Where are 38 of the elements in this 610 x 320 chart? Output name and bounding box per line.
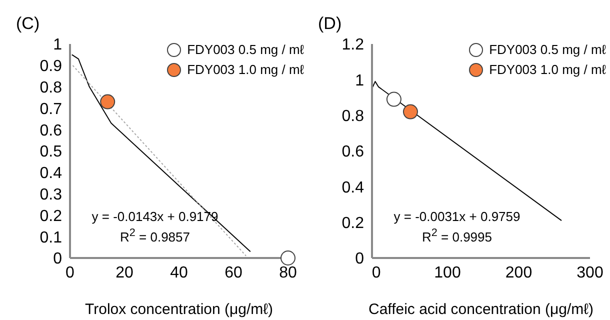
y-tick-label: 0.6 xyxy=(342,144,364,161)
y-tick-label: 0.9 xyxy=(40,58,62,76)
x-tick-label: 200 xyxy=(505,264,532,282)
x-tick-label: 0 xyxy=(372,264,381,282)
x-axis-title: Caffeic acid concentration (μg/mℓ) xyxy=(368,301,594,318)
legend-label: FDY003 1.0 mg / mℓ xyxy=(489,61,606,79)
x-tick-label: 20 xyxy=(116,264,134,282)
chart-title: (D) xyxy=(318,14,342,34)
legend-label: FDY003 0.5 mg / mℓ xyxy=(489,41,606,59)
y-tick-label: 0.6 xyxy=(40,122,62,140)
legend-label: FDY003 1.0 mg / mℓ xyxy=(187,61,304,79)
y-tick-label: 0.8 xyxy=(40,79,62,96)
x-axis-title: Trolox concentration (μg/mℓ) xyxy=(85,301,274,318)
x-tick-label: 0 xyxy=(66,264,75,282)
y-tick-label: 0.2 xyxy=(40,208,62,225)
annotation: R$^{2}$ = 0.9995 xyxy=(421,226,493,246)
y-tick-label: 1 xyxy=(355,72,364,90)
chart-title: (C) xyxy=(16,14,40,34)
x-tick-label: 60 xyxy=(224,264,242,282)
y-tick-label: 0 xyxy=(53,250,62,268)
y-tick-label: 0 xyxy=(355,250,364,268)
y-tick-label: 1 xyxy=(53,36,62,54)
legend-label: FDY003 0.5 mg / mℓ xyxy=(187,41,304,59)
y-tick-label: 0.1 xyxy=(40,229,62,246)
y-tick-label: 0.7 xyxy=(40,100,62,118)
y-tick-label: 0.5 xyxy=(40,144,62,161)
x-tick-label: 40 xyxy=(170,264,188,282)
annotation: R$^{2}$ = 0.9857 xyxy=(119,226,191,246)
y-tick-label: 0.3 xyxy=(40,186,62,204)
y-tick-label: 0.8 xyxy=(342,108,364,126)
x-tick-label: 300 xyxy=(576,264,604,282)
y-tick-label: 0.4 xyxy=(342,179,364,196)
annotation: y = -0.0031x + 0.9759 xyxy=(392,208,522,225)
y-tick-label: 1.2 xyxy=(342,36,364,54)
y-tick-label: 0.2 xyxy=(342,215,364,232)
y-tick-label: 0.4 xyxy=(40,165,62,182)
x-tick-label: 100 xyxy=(434,264,461,282)
x-tick-label: 80 xyxy=(279,264,297,282)
